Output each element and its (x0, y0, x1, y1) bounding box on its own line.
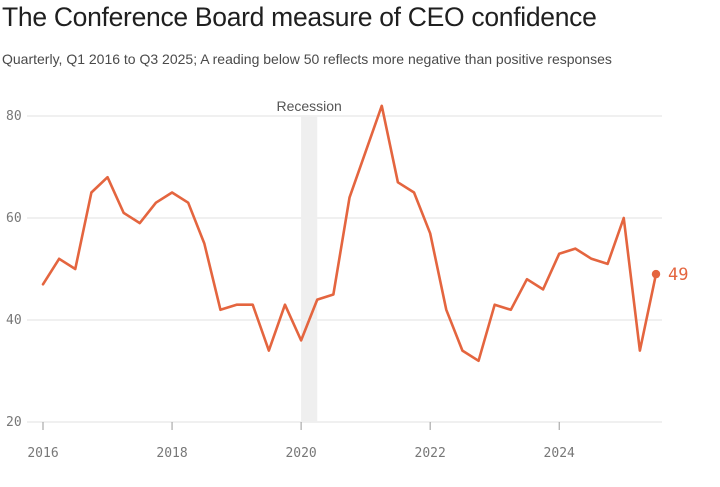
end-value-label: 49 (668, 265, 688, 285)
series-layer: 49 (41, 104, 688, 363)
y-axis-ticks: 20 40 60 80 (6, 109, 22, 430)
y-tick-label-80: 80 (6, 109, 22, 124)
x-axis-ticks: 2016 2018 2020 2022 2024 (27, 422, 575, 461)
x-tick-label-2016: 2016 (27, 446, 58, 461)
y-tick-label-20: 20 (6, 415, 22, 430)
recession-shading: Recession (276, 98, 342, 422)
recession-label: Recession (276, 98, 341, 114)
x-tick-label-2022: 2022 (415, 446, 446, 461)
chart-title: The Conference Board measure of CEO conf… (2, 2, 597, 32)
x-tick-label-2020: 2020 (285, 446, 316, 461)
y-tick-label-40: 40 (6, 313, 22, 328)
y-tick-label-60: 60 (6, 211, 22, 226)
chart-subtitle: Quarterly, Q1 2016 to Q3 2025; A reading… (2, 51, 612, 67)
series-line-ceo-confidence (41, 104, 658, 363)
recession-band (301, 116, 318, 422)
end-point-marker (651, 269, 661, 279)
x-tick-label-2018: 2018 (156, 446, 187, 461)
gridlines (27, 115, 662, 423)
x-tick-label-2024: 2024 (544, 446, 575, 461)
